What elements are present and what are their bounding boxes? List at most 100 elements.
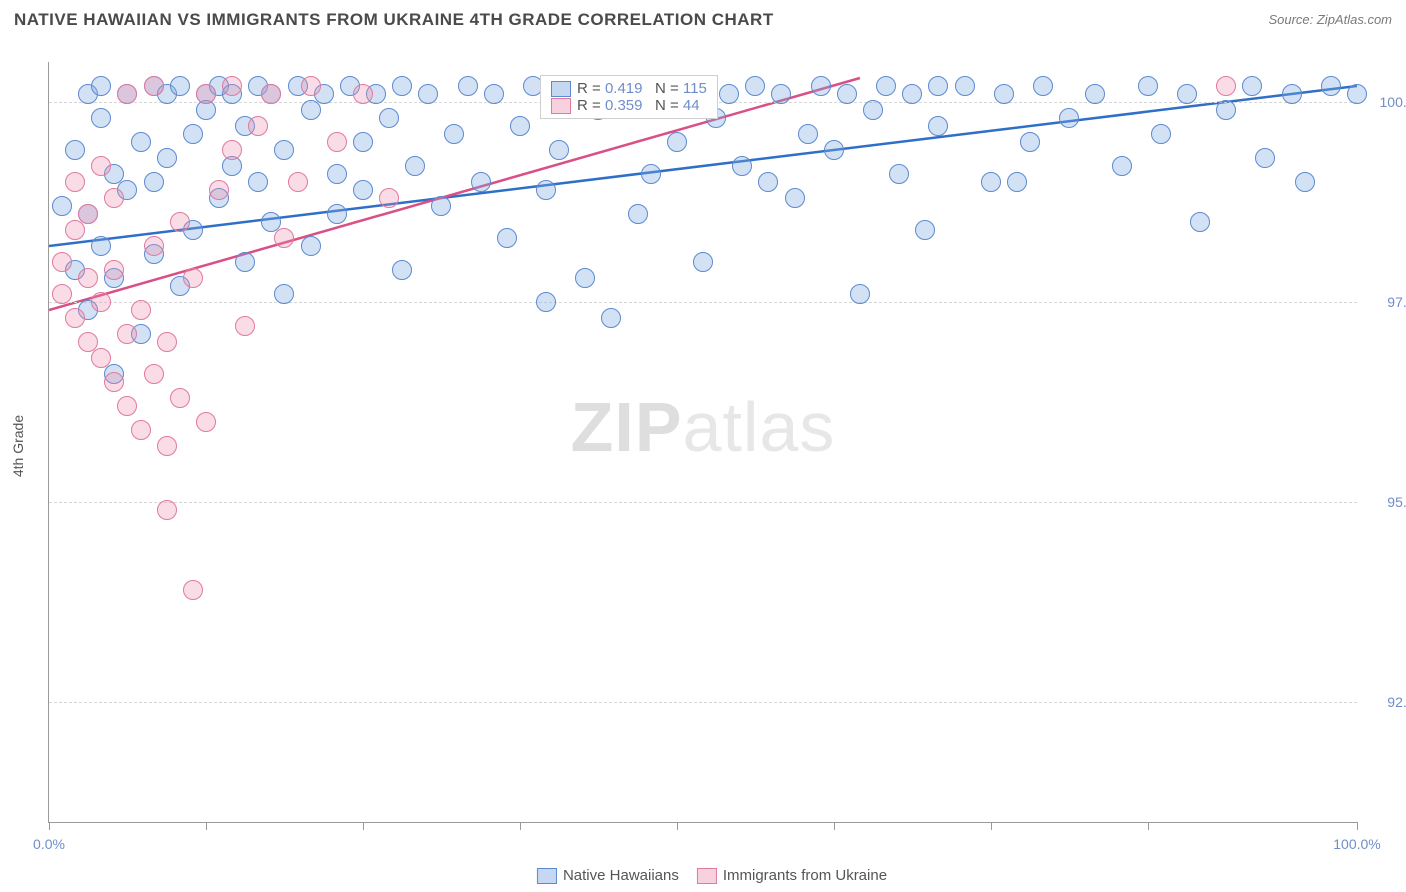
- data-point: [117, 84, 137, 104]
- data-point: [1295, 172, 1315, 192]
- x-tick: [1148, 822, 1149, 830]
- data-point: [209, 180, 229, 200]
- data-point: [1321, 76, 1341, 96]
- data-point: [837, 84, 857, 104]
- gridline: [49, 302, 1357, 303]
- data-point: [288, 172, 308, 192]
- data-point: [353, 132, 373, 152]
- data-point: [170, 212, 190, 232]
- data-point: [117, 324, 137, 344]
- data-point: [458, 76, 478, 96]
- data-point: [274, 140, 294, 160]
- data-point: [785, 188, 805, 208]
- data-point: [170, 76, 190, 96]
- data-point: [144, 236, 164, 256]
- data-point: [183, 124, 203, 144]
- data-point: [811, 76, 831, 96]
- n-value: 44: [683, 97, 700, 114]
- data-point: [693, 252, 713, 272]
- data-point: [771, 84, 791, 104]
- watermark: ZIPatlas: [571, 387, 836, 467]
- x-tick-label: 100.0%: [1333, 836, 1380, 852]
- x-tick: [206, 822, 207, 830]
- data-point: [157, 500, 177, 520]
- data-point: [327, 204, 347, 224]
- series-legend: Native HawaiiansImmigrants from Ukraine: [519, 867, 887, 884]
- data-point: [902, 84, 922, 104]
- data-point: [575, 268, 595, 288]
- data-point: [732, 156, 752, 176]
- data-point: [798, 124, 818, 144]
- data-point: [104, 372, 124, 392]
- data-point: [471, 172, 491, 192]
- source-attribution: Source: ZipAtlas.com: [1268, 12, 1392, 27]
- data-point: [52, 196, 72, 216]
- data-point: [628, 204, 648, 224]
- gridline: [49, 502, 1357, 503]
- x-tick: [520, 822, 521, 830]
- data-point: [91, 348, 111, 368]
- data-point: [196, 84, 216, 104]
- trend-lines: [49, 62, 1357, 822]
- data-point: [144, 172, 164, 192]
- data-point: [235, 252, 255, 272]
- legend-swatch: [551, 81, 571, 97]
- r-label: R =: [577, 80, 605, 97]
- data-point: [889, 164, 909, 184]
- data-point: [1151, 124, 1171, 144]
- data-point: [144, 76, 164, 96]
- data-point: [981, 172, 1001, 192]
- data-point: [405, 156, 425, 176]
- n-label: N =: [642, 97, 682, 114]
- x-tick-label: 0.0%: [33, 836, 65, 852]
- data-point: [1059, 108, 1079, 128]
- x-tick: [363, 822, 364, 830]
- data-point: [719, 84, 739, 104]
- data-point: [183, 268, 203, 288]
- data-point: [928, 116, 948, 136]
- data-point: [301, 100, 321, 120]
- data-point: [52, 284, 72, 304]
- data-point: [196, 412, 216, 432]
- data-point: [928, 76, 948, 96]
- legend-label: Native Hawaiians: [563, 867, 679, 884]
- x-tick: [1357, 822, 1358, 830]
- data-point: [915, 220, 935, 240]
- y-tick-label: 95.0%: [1367, 494, 1406, 510]
- data-point: [301, 236, 321, 256]
- data-point: [235, 316, 255, 336]
- data-point: [117, 396, 137, 416]
- data-point: [418, 84, 438, 104]
- data-point: [510, 116, 530, 136]
- y-axis-title: 4th Grade: [10, 415, 26, 477]
- gridline: [49, 702, 1357, 703]
- data-point: [183, 580, 203, 600]
- data-point: [274, 228, 294, 248]
- data-point: [1255, 148, 1275, 168]
- data-point: [994, 84, 1014, 104]
- title-bar: NATIVE HAWAIIAN VS IMMIGRANTS FROM UKRAI…: [14, 10, 1392, 38]
- data-point: [549, 140, 569, 160]
- data-point: [157, 148, 177, 168]
- r-label: R =: [577, 97, 605, 114]
- x-tick: [677, 822, 678, 830]
- data-point: [301, 76, 321, 96]
- data-point: [1007, 172, 1027, 192]
- data-point: [65, 140, 85, 160]
- data-point: [497, 228, 517, 248]
- data-point: [327, 132, 347, 152]
- data-point: [131, 132, 151, 152]
- data-point: [1033, 76, 1053, 96]
- data-point: [641, 164, 661, 184]
- data-point: [157, 332, 177, 352]
- legend-row: R = 0.359 N = 44: [551, 97, 707, 114]
- data-point: [248, 172, 268, 192]
- data-point: [1242, 76, 1262, 96]
- data-point: [78, 204, 98, 224]
- legend-row: R = 0.419 N = 115: [551, 80, 707, 97]
- data-point: [379, 188, 399, 208]
- r-value: 0.419: [605, 80, 643, 97]
- data-point: [1177, 84, 1197, 104]
- data-point: [431, 196, 451, 216]
- legend-swatch: [551, 98, 571, 114]
